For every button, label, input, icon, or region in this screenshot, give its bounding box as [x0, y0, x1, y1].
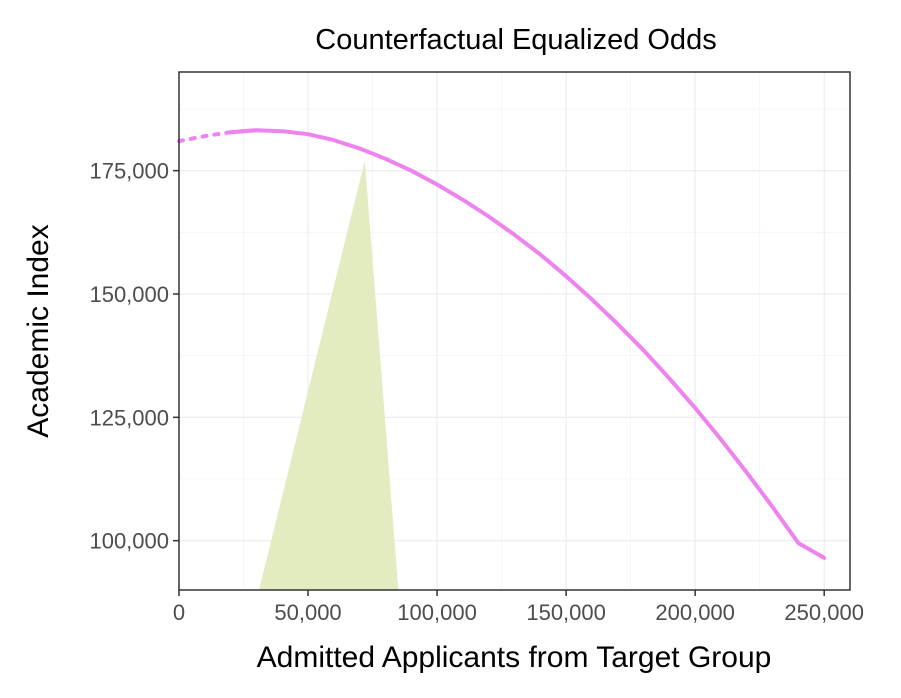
- shaded-region: [259, 160, 399, 591]
- x-tick-label: 0: [173, 600, 185, 625]
- x-tick-label: 50,000: [274, 600, 341, 625]
- chart-title: Counterfactual Equalized Odds: [315, 24, 716, 56]
- y-axis: 100,000 125,000 150,000 175,000: [89, 159, 179, 554]
- plot-panel-border: [178, 71, 851, 591]
- x-tick-label: 250,000: [784, 600, 864, 625]
- y-tick-label: 150,000: [89, 282, 169, 307]
- series-line-solid: [228, 128, 827, 560]
- x-tick-label: 150,000: [526, 600, 606, 625]
- y-tick-label: 100,000: [89, 529, 169, 554]
- x-tick-label: 100,000: [397, 600, 477, 625]
- plot-marks: [177, 128, 827, 591]
- y-tick-label: 125,000: [89, 405, 169, 430]
- x-axis: 0 50,000 100,000 150,000 200,000 250,000: [173, 590, 864, 625]
- x-axis-title: Admitted Applicants from Target Group: [257, 641, 772, 674]
- y-tick-label: 175,000: [89, 159, 169, 184]
- y-axis-title: Academic Index: [22, 224, 55, 437]
- x-tick-label: 200,000: [655, 600, 735, 625]
